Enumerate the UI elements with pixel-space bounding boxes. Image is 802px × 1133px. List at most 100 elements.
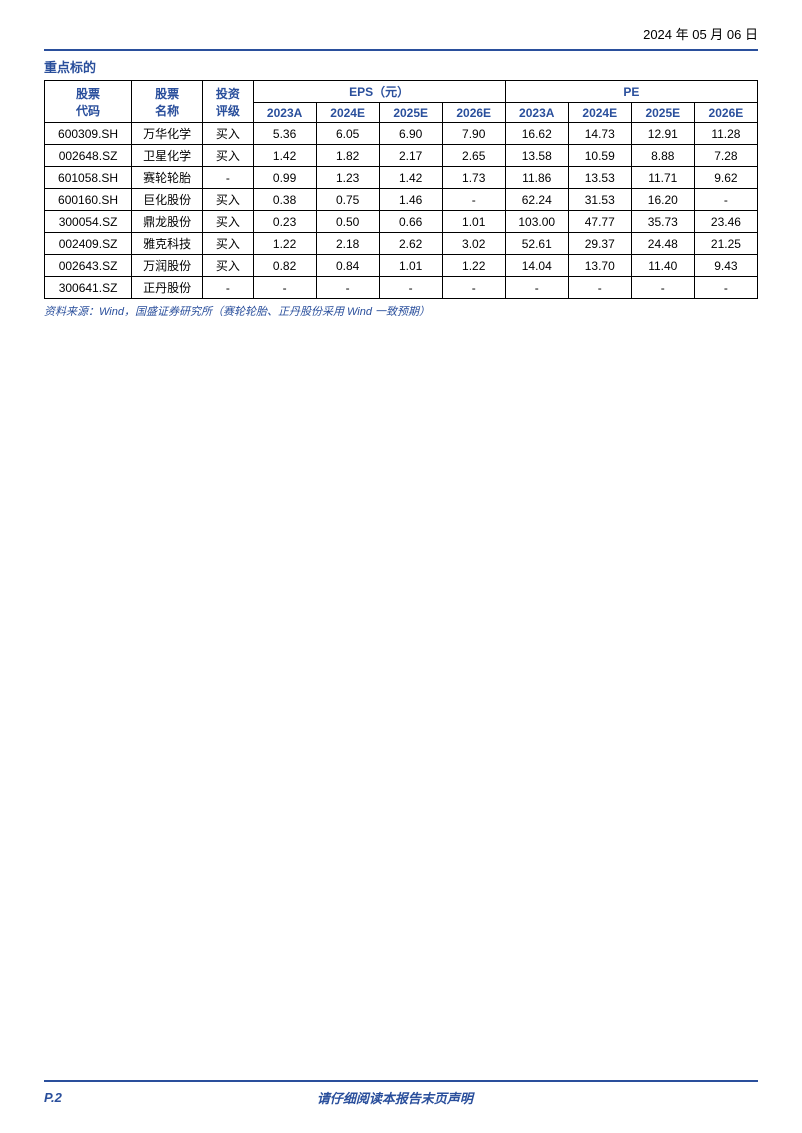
cell-eps: 1.82: [316, 145, 379, 167]
th-eps-2024e: 2024E: [316, 103, 379, 123]
cell-eps: 6.90: [379, 123, 442, 145]
cell-code: 002409.SZ: [45, 233, 132, 255]
th-code: 股票代码: [45, 81, 132, 123]
cell-pe: 8.88: [631, 145, 694, 167]
cell-rating: 买入: [203, 255, 253, 277]
table-row: 600309.SH万华化学买入5.366.056.907.9016.6214.7…: [45, 123, 758, 145]
section-title: 重点标的: [44, 55, 758, 80]
cell-eps: 1.42: [253, 145, 316, 167]
cell-rating: 买入: [203, 123, 253, 145]
cell-code: 600309.SH: [45, 123, 132, 145]
cell-pe: 62.24: [505, 189, 568, 211]
cell-eps: 3.02: [442, 233, 505, 255]
cell-eps: 1.42: [379, 167, 442, 189]
cell-pe: 103.00: [505, 211, 568, 233]
cell-eps: 0.82: [253, 255, 316, 277]
cell-pe: 10.59: [568, 145, 631, 167]
cell-eps: 1.01: [379, 255, 442, 277]
cell-rating: 买入: [203, 189, 253, 211]
cell-eps: -: [442, 277, 505, 299]
source-note: 资料来源：Wind，国盛证券研究所（赛轮轮胎、正丹股份采用 Wind 一致预期）: [44, 299, 758, 319]
th-eps-2026e: 2026E: [442, 103, 505, 123]
cell-pe: 14.04: [505, 255, 568, 277]
cell-eps: 1.46: [379, 189, 442, 211]
cell-pe: 47.77: [568, 211, 631, 233]
th-pe-2025e: 2025E: [631, 103, 694, 123]
cell-code: 300641.SZ: [45, 277, 132, 299]
cell-pe: -: [694, 277, 757, 299]
cell-eps: 2.17: [379, 145, 442, 167]
cell-eps: 0.38: [253, 189, 316, 211]
cell-eps: 0.75: [316, 189, 379, 211]
cell-pe: 29.37: [568, 233, 631, 255]
cell-name: 万华化学: [132, 123, 203, 145]
table-row: 002409.SZ雅克科技买入1.222.182.623.0252.6129.3…: [45, 233, 758, 255]
cell-pe: 13.70: [568, 255, 631, 277]
th-pe-group: PE: [505, 81, 757, 103]
cell-pe: -: [631, 277, 694, 299]
cell-pe: 13.58: [505, 145, 568, 167]
cell-pe: 13.53: [568, 167, 631, 189]
cell-pe: 31.53: [568, 189, 631, 211]
cell-pe: 7.28: [694, 145, 757, 167]
top-rule: [44, 49, 758, 51]
cell-pe: 23.46: [694, 211, 757, 233]
cell-code: 002648.SZ: [45, 145, 132, 167]
report-date: 2024 年 05 月 06 日: [44, 24, 758, 49]
th-pe-2026e: 2026E: [694, 103, 757, 123]
cell-eps: 2.18: [316, 233, 379, 255]
cell-code: 300054.SZ: [45, 211, 132, 233]
table-row: 300641.SZ正丹股份---------: [45, 277, 758, 299]
th-pe-2024e: 2024E: [568, 103, 631, 123]
cell-name: 雅克科技: [132, 233, 203, 255]
cell-eps: -: [253, 277, 316, 299]
cell-pe: 11.28: [694, 123, 757, 145]
table-row: 601058.SH赛轮轮胎-0.991.231.421.7311.8613.53…: [45, 167, 758, 189]
th-eps-2023a: 2023A: [253, 103, 316, 123]
th-rating: 投资评级: [203, 81, 253, 123]
cell-eps: 0.23: [253, 211, 316, 233]
cell-eps: 1.22: [253, 233, 316, 255]
cell-pe: 16.62: [505, 123, 568, 145]
cell-rating: 买入: [203, 145, 253, 167]
cell-eps: 1.73: [442, 167, 505, 189]
cell-pe: 12.91: [631, 123, 694, 145]
table-row: 002648.SZ卫星化学买入1.421.822.172.6513.5810.5…: [45, 145, 758, 167]
footer-disclaimer: 请仔细阅读本报告末页声明: [62, 1088, 728, 1107]
cell-eps: 0.84: [316, 255, 379, 277]
th-eps-2025e: 2025E: [379, 103, 442, 123]
cell-name: 正丹股份: [132, 277, 203, 299]
cell-pe: 9.62: [694, 167, 757, 189]
cell-eps: 1.01: [442, 211, 505, 233]
th-eps-group: EPS（元）: [253, 81, 505, 103]
table-row: 600160.SH巨化股份买入0.380.751.46-62.2431.5316…: [45, 189, 758, 211]
cell-eps: 0.66: [379, 211, 442, 233]
cell-rating: 买入: [203, 211, 253, 233]
cell-rating: -: [203, 167, 253, 189]
cell-eps: 6.05: [316, 123, 379, 145]
cell-pe: 11.71: [631, 167, 694, 189]
cell-name: 万润股份: [132, 255, 203, 277]
cell-pe: 11.86: [505, 167, 568, 189]
th-pe-2023a: 2023A: [505, 103, 568, 123]
table-row: 300054.SZ鼎龙股份买入0.230.500.661.01103.0047.…: [45, 211, 758, 233]
stock-table: 股票代码 股票名称 投资评级 EPS（元） PE 2023A 2024E 202…: [44, 80, 758, 299]
cell-name: 赛轮轮胎: [132, 167, 203, 189]
cell-eps: -: [442, 189, 505, 211]
page-footer: P.2 请仔细阅读本报告末页声明: [0, 1080, 802, 1107]
cell-eps: 1.22: [442, 255, 505, 277]
cell-pe: 14.73: [568, 123, 631, 145]
cell-pe: 16.20: [631, 189, 694, 211]
cell-eps: 1.23: [316, 167, 379, 189]
cell-pe: -: [568, 277, 631, 299]
cell-pe: -: [694, 189, 757, 211]
table-row: 002643.SZ万润股份买入0.820.841.011.2214.0413.7…: [45, 255, 758, 277]
cell-pe: 21.25: [694, 233, 757, 255]
cell-pe: 9.43: [694, 255, 757, 277]
cell-rating: 买入: [203, 233, 253, 255]
th-name: 股票名称: [132, 81, 203, 123]
cell-pe: 52.61: [505, 233, 568, 255]
cell-code: 002643.SZ: [45, 255, 132, 277]
page-number: P.2: [44, 1090, 62, 1105]
cell-eps: 0.50: [316, 211, 379, 233]
